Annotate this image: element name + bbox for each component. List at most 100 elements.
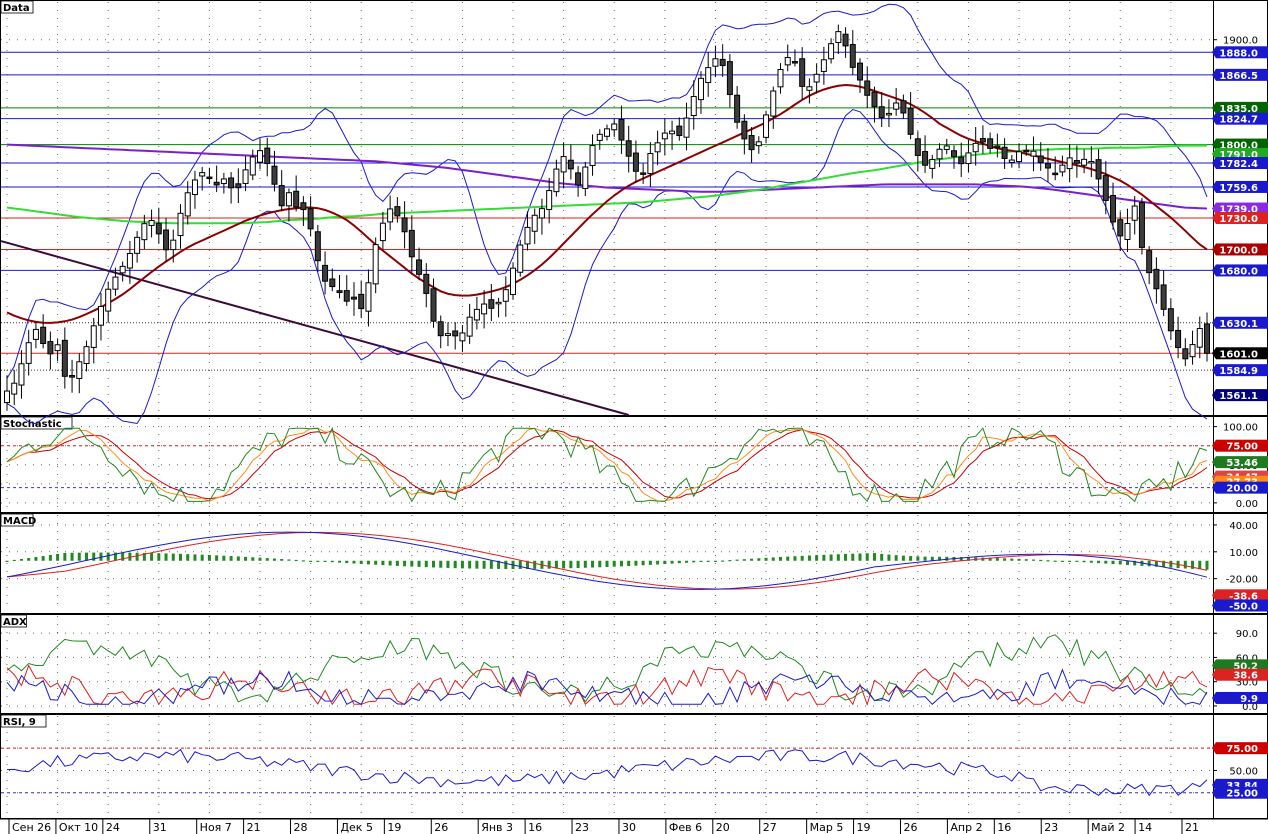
candle-body: [242, 169, 249, 184]
macd-histogram-bar: [323, 560, 327, 562]
date-tick-label: 26: [903, 821, 917, 834]
macd-histogram-bar: [699, 560, 703, 562]
macd-histogram-bar: [641, 560, 645, 566]
macd-histogram-bar: [815, 555, 819, 561]
candle-body: [777, 69, 784, 88]
candle-body: [654, 142, 661, 153]
value-badge-pointer: [1212, 742, 1216, 755]
candle-body: [112, 276, 119, 290]
value-badge: [1216, 264, 1268, 277]
value-badge-label: 1824.7: [1219, 115, 1258, 126]
macd-histogram-bar: [294, 559, 298, 562]
macd-histogram-bar: [627, 560, 631, 567]
value-badge: [1216, 148, 1268, 161]
macd-histogram-bar: [446, 560, 450, 568]
macd-histogram-bar: [236, 556, 240, 561]
macd-histogram-bar: [287, 559, 291, 561]
value-badge: [1216, 599, 1268, 612]
macd-histogram-bar: [1060, 560, 1064, 562]
value-badge-pointer: [1212, 347, 1216, 360]
macd-histogram-bar: [316, 560, 320, 562]
axis-tick-label: -20.00: [1226, 575, 1258, 586]
value-badge-label: 75.00: [1226, 744, 1258, 755]
value-badge-label: -38.6: [1229, 591, 1258, 602]
date-tick-label: 27: [763, 821, 777, 834]
candle-body: [177, 212, 184, 237]
macd-histogram-bar: [807, 555, 811, 561]
value-badge: [1216, 157, 1268, 170]
macd-histogram-bar: [1125, 560, 1129, 565]
candle-body: [531, 214, 538, 232]
candle-body: [495, 301, 502, 305]
macd-histogram-bar: [403, 560, 407, 567]
macd-histogram-bar: [468, 560, 472, 569]
macd-main-line: [6, 531, 1208, 590]
value-badge-label: 1739.0: [1219, 205, 1258, 216]
candle-body: [379, 222, 386, 242]
macd-histogram-bar: [301, 560, 305, 562]
value-badge-pointer: [1212, 659, 1216, 672]
candle-body: [1167, 308, 1174, 332]
candle-body: [1016, 151, 1023, 163]
candle-body: [1160, 284, 1167, 310]
macd-histogram-bar: [63, 552, 67, 561]
date-tick-label: Дек 5: [340, 821, 373, 834]
macd-histogram-bar: [482, 560, 486, 569]
candle-body: [647, 153, 654, 175]
adx-main-line: [6, 668, 1208, 706]
macd-histogram-bar: [916, 556, 920, 561]
macd-histogram-bar: [417, 560, 421, 567]
candle-body: [734, 94, 741, 123]
macd-histogram-bar: [880, 553, 884, 561]
candle-body: [1030, 150, 1037, 157]
candle-body: [408, 229, 415, 258]
candle-body: [329, 278, 336, 288]
value-badge-label: 1835.0: [1219, 104, 1258, 115]
candle-body: [719, 58, 726, 67]
candle-body: [589, 145, 596, 167]
macd-histogram-bar: [764, 557, 768, 561]
macd-histogram-bar: [865, 553, 869, 561]
candle-body: [972, 142, 979, 153]
candle-body: [604, 128, 610, 137]
value-badge-pointer: [1212, 138, 1216, 151]
candle-body: [618, 119, 625, 141]
value-badge-label: 1601.0: [1219, 349, 1258, 360]
candle-body: [950, 150, 957, 158]
candle-body: [437, 321, 444, 337]
macd-histogram-bar: [612, 560, 616, 567]
value-badge-pointer: [1212, 691, 1216, 704]
candle-body: [401, 217, 408, 233]
candle-body: [828, 43, 835, 60]
value-badge-pointer: [1212, 264, 1216, 277]
value-badge-pointer: [1212, 599, 1216, 612]
macd-histogram-bar: [41, 556, 45, 561]
macd-histogram-bar: [757, 558, 761, 561]
value-badge-pointer: [1212, 211, 1216, 224]
candle-body: [314, 231, 321, 262]
macd-histogram-bar: [265, 558, 269, 561]
value-badge-label: 1630.1: [1219, 319, 1258, 330]
value-badge-pointer: [1212, 389, 1216, 402]
candle-body: [755, 141, 762, 147]
candle-body: [1037, 155, 1044, 164]
value-badge-label: 1866.5: [1219, 71, 1258, 82]
macd-histogram-bar: [56, 553, 60, 561]
candle-body: [864, 80, 871, 96]
value-badge-pointer: [1212, 202, 1216, 215]
candle-body: [220, 178, 227, 185]
candle-body: [199, 172, 206, 177]
value-badge-label: 1584.9: [1219, 366, 1258, 377]
macd-histogram-bar: [858, 553, 862, 561]
candle-body: [1131, 205, 1138, 221]
macd-histogram-bar: [164, 553, 168, 561]
candle-body: [929, 158, 936, 169]
candle-body: [1189, 344, 1196, 358]
macd-histogram-bar: [207, 555, 211, 561]
macd-histogram-bar: [923, 556, 927, 561]
value-badge: [1216, 243, 1268, 256]
macd-histogram-bar: [1017, 558, 1021, 561]
pane-title-rsi: RSI, 9: [3, 717, 36, 728]
